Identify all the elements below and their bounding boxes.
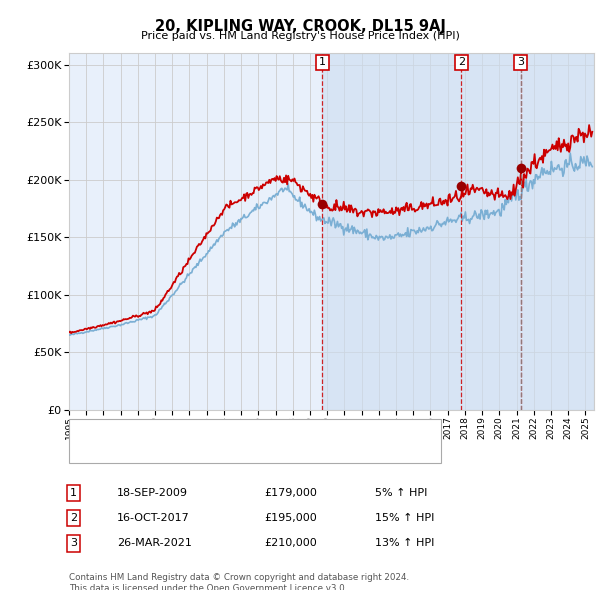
Text: 13% ↑ HPI: 13% ↑ HPI <box>375 539 434 548</box>
Text: £210,000: £210,000 <box>264 539 317 548</box>
Text: £179,000: £179,000 <box>264 488 317 497</box>
Text: £195,000: £195,000 <box>264 513 317 523</box>
Text: 20, KIPLING WAY, CROOK, DL15 9AJ (detached house): 20, KIPLING WAY, CROOK, DL15 9AJ (detach… <box>112 427 391 436</box>
Text: 5% ↑ HPI: 5% ↑ HPI <box>375 488 427 497</box>
Text: 3: 3 <box>70 539 77 548</box>
Text: 18-SEP-2009: 18-SEP-2009 <box>117 488 188 497</box>
Text: 1: 1 <box>70 488 77 497</box>
Text: Price paid vs. HM Land Registry's House Price Index (HPI): Price paid vs. HM Land Registry's House … <box>140 31 460 41</box>
Bar <box>322 53 594 410</box>
Text: 2: 2 <box>458 57 465 67</box>
Text: 15% ↑ HPI: 15% ↑ HPI <box>375 513 434 523</box>
Text: 1: 1 <box>319 57 326 67</box>
Text: Contains HM Land Registry data © Crown copyright and database right 2024.
This d: Contains HM Land Registry data © Crown c… <box>69 573 409 590</box>
Text: 26-MAR-2021: 26-MAR-2021 <box>117 539 192 548</box>
Text: 16-OCT-2017: 16-OCT-2017 <box>117 513 190 523</box>
Text: 2: 2 <box>70 513 77 523</box>
Text: HPI: Average price, detached house, County Durham: HPI: Average price, detached house, Coun… <box>112 448 388 458</box>
Text: 20, KIPLING WAY, CROOK, DL15 9AJ: 20, KIPLING WAY, CROOK, DL15 9AJ <box>155 19 445 34</box>
Text: 3: 3 <box>517 57 524 67</box>
